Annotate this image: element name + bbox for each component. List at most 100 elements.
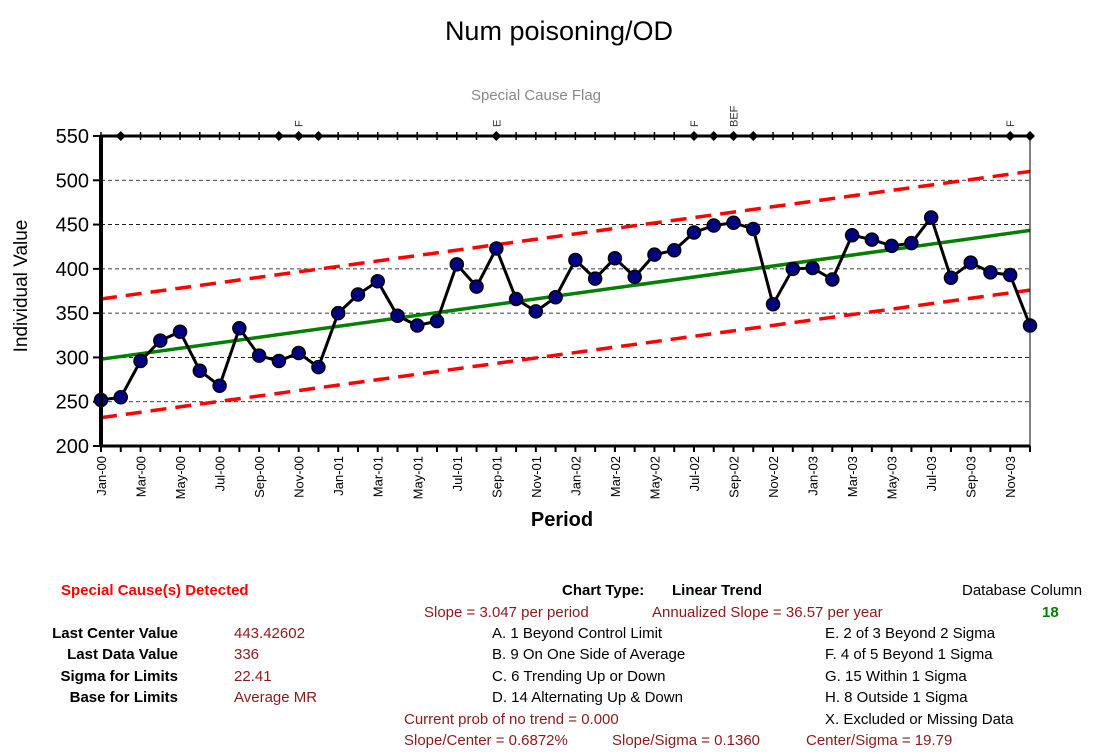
x-tick-label: Mar-01 <box>371 456 386 497</box>
data-point <box>311 359 326 375</box>
x-tick-label: Sep-03 <box>964 456 979 498</box>
y-tick-label: 200 <box>56 436 89 458</box>
slope-sigma-ratio: Slope/Sigma = 0.1360 <box>612 732 761 749</box>
rule-item: D. 14 Alternating Up & Down <box>492 689 683 706</box>
x-tick-label: May-00 <box>173 456 188 499</box>
data-point <box>350 287 366 302</box>
x-tick-label: Jul-01 <box>450 456 465 491</box>
x-tick-label: Sep-02 <box>727 456 742 498</box>
x-tick-label: Jul-00 <box>213 456 228 491</box>
stat-value: 22.41 <box>234 668 272 685</box>
data-point <box>587 271 603 286</box>
y-tick-label: 450 <box>56 215 89 237</box>
data-point <box>1002 267 1018 283</box>
stat-value: 336 <box>234 646 260 663</box>
prob-no-trend: Current prob of no trend = 0.000 <box>404 711 619 728</box>
stat-value: 443.42602 <box>234 625 305 642</box>
x-tick-label: Sep-01 <box>489 456 504 498</box>
x-tick-label: Nov-02 <box>766 456 781 498</box>
data-point <box>390 308 405 324</box>
stat-label: Last Center Value <box>52 625 178 642</box>
annualized-slope-text: Annualized Slope = 36.57 per year <box>652 604 883 621</box>
flag-label: BEF <box>729 105 741 127</box>
data-point <box>943 270 959 285</box>
flag-label: E <box>491 120 503 127</box>
upper-control-limit <box>100 169 1031 301</box>
x-axis-label: Period <box>531 509 593 531</box>
data-point <box>568 252 583 268</box>
y-tick-label: 300 <box>56 347 89 369</box>
stat-label: Last Data Value <box>67 646 178 663</box>
data-point <box>232 320 247 336</box>
data-point <box>410 318 425 333</box>
data-point <box>923 210 939 225</box>
data-point <box>627 269 642 285</box>
control-chart: Num poisoning/OD Special Cause Flag Indi… <box>11 16 1038 531</box>
trend-center-line <box>100 228 1031 361</box>
x-tick-label: Nov-03 <box>1003 456 1018 498</box>
x-tick-label: Mar-03 <box>845 456 860 497</box>
flag-label: F <box>294 120 306 127</box>
slope-text: Slope = 3.047 per period <box>424 604 589 621</box>
lower-control-limit <box>100 288 1031 420</box>
x-tick-label: Jan-03 <box>806 456 821 496</box>
data-point <box>785 261 801 277</box>
data-point <box>904 235 919 251</box>
data-point <box>983 265 998 280</box>
data-point <box>884 238 899 254</box>
data-point <box>370 274 385 289</box>
data-point <box>508 291 524 307</box>
x-tick-label: Jul-02 <box>687 456 702 491</box>
y-tick-label: 550 <box>56 126 89 148</box>
rule-item: A. 1 Beyond Control Limit <box>492 625 663 642</box>
data-point <box>528 304 544 319</box>
y-tick-label: 400 <box>56 259 89 281</box>
y-tick-label: 500 <box>56 170 89 192</box>
data-point <box>449 257 465 272</box>
data-point <box>251 348 267 363</box>
data-point <box>548 289 563 305</box>
data-point <box>330 305 346 321</box>
x-tick-label: Sep-00 <box>252 456 267 498</box>
data-point <box>212 378 227 394</box>
stat-value: Average MR <box>234 689 318 706</box>
data-point <box>607 250 623 266</box>
rule-item: F. 4 of 5 Beyond 1 Sigma <box>825 646 993 663</box>
chart-title: Num poisoning/OD <box>445 16 673 46</box>
data-point <box>469 279 484 294</box>
special-cause-status: Special Cause(s) Detected <box>61 582 249 599</box>
data-point <box>133 353 148 369</box>
x-tick-label: May-01 <box>410 456 425 499</box>
rule-item: E. 2 of 3 Beyond 2 Sigma <box>825 625 996 642</box>
rule-item: C. 6 Trending Up or Down <box>492 668 666 685</box>
x-tick-label: Jan-02 <box>568 456 583 496</box>
x-tick-label: May-03 <box>885 456 900 499</box>
data-point <box>113 390 129 405</box>
stat-label: Base for Limits <box>69 689 178 706</box>
y-tick-label: 350 <box>56 303 89 325</box>
data-point <box>686 225 702 240</box>
x-tick-label: May-02 <box>647 456 662 499</box>
data-point <box>805 260 820 276</box>
data-point <box>429 313 445 329</box>
data-point <box>864 232 880 247</box>
x-tick-label: Jan-01 <box>331 456 346 496</box>
x-tick-label: Mar-00 <box>134 456 149 497</box>
x-tick-label: Mar-02 <box>608 456 623 497</box>
flag-label: F <box>689 120 701 127</box>
database-column-value: 18 <box>1042 604 1059 621</box>
data-point <box>666 243 682 258</box>
data-point <box>963 255 978 270</box>
data-point <box>746 221 761 237</box>
data-point <box>172 324 188 339</box>
slope-center-ratio: Slope/Center = 0.6872% <box>404 732 568 749</box>
rule-item: X. Excluded or Missing Data <box>825 711 1014 728</box>
data-point <box>706 218 721 233</box>
rule-item: G. 15 Within 1 Sigma <box>825 668 967 685</box>
chart-type-label: Chart Type: <box>562 582 645 599</box>
x-tick-label: Nov-00 <box>292 456 307 498</box>
x-tick-label: Jan-00 <box>94 456 109 496</box>
x-tick-label: Jul-03 <box>924 456 939 491</box>
rule-item: B. 9 On One Side of Average <box>492 646 686 663</box>
stat-label: Sigma for Limits <box>60 668 178 685</box>
